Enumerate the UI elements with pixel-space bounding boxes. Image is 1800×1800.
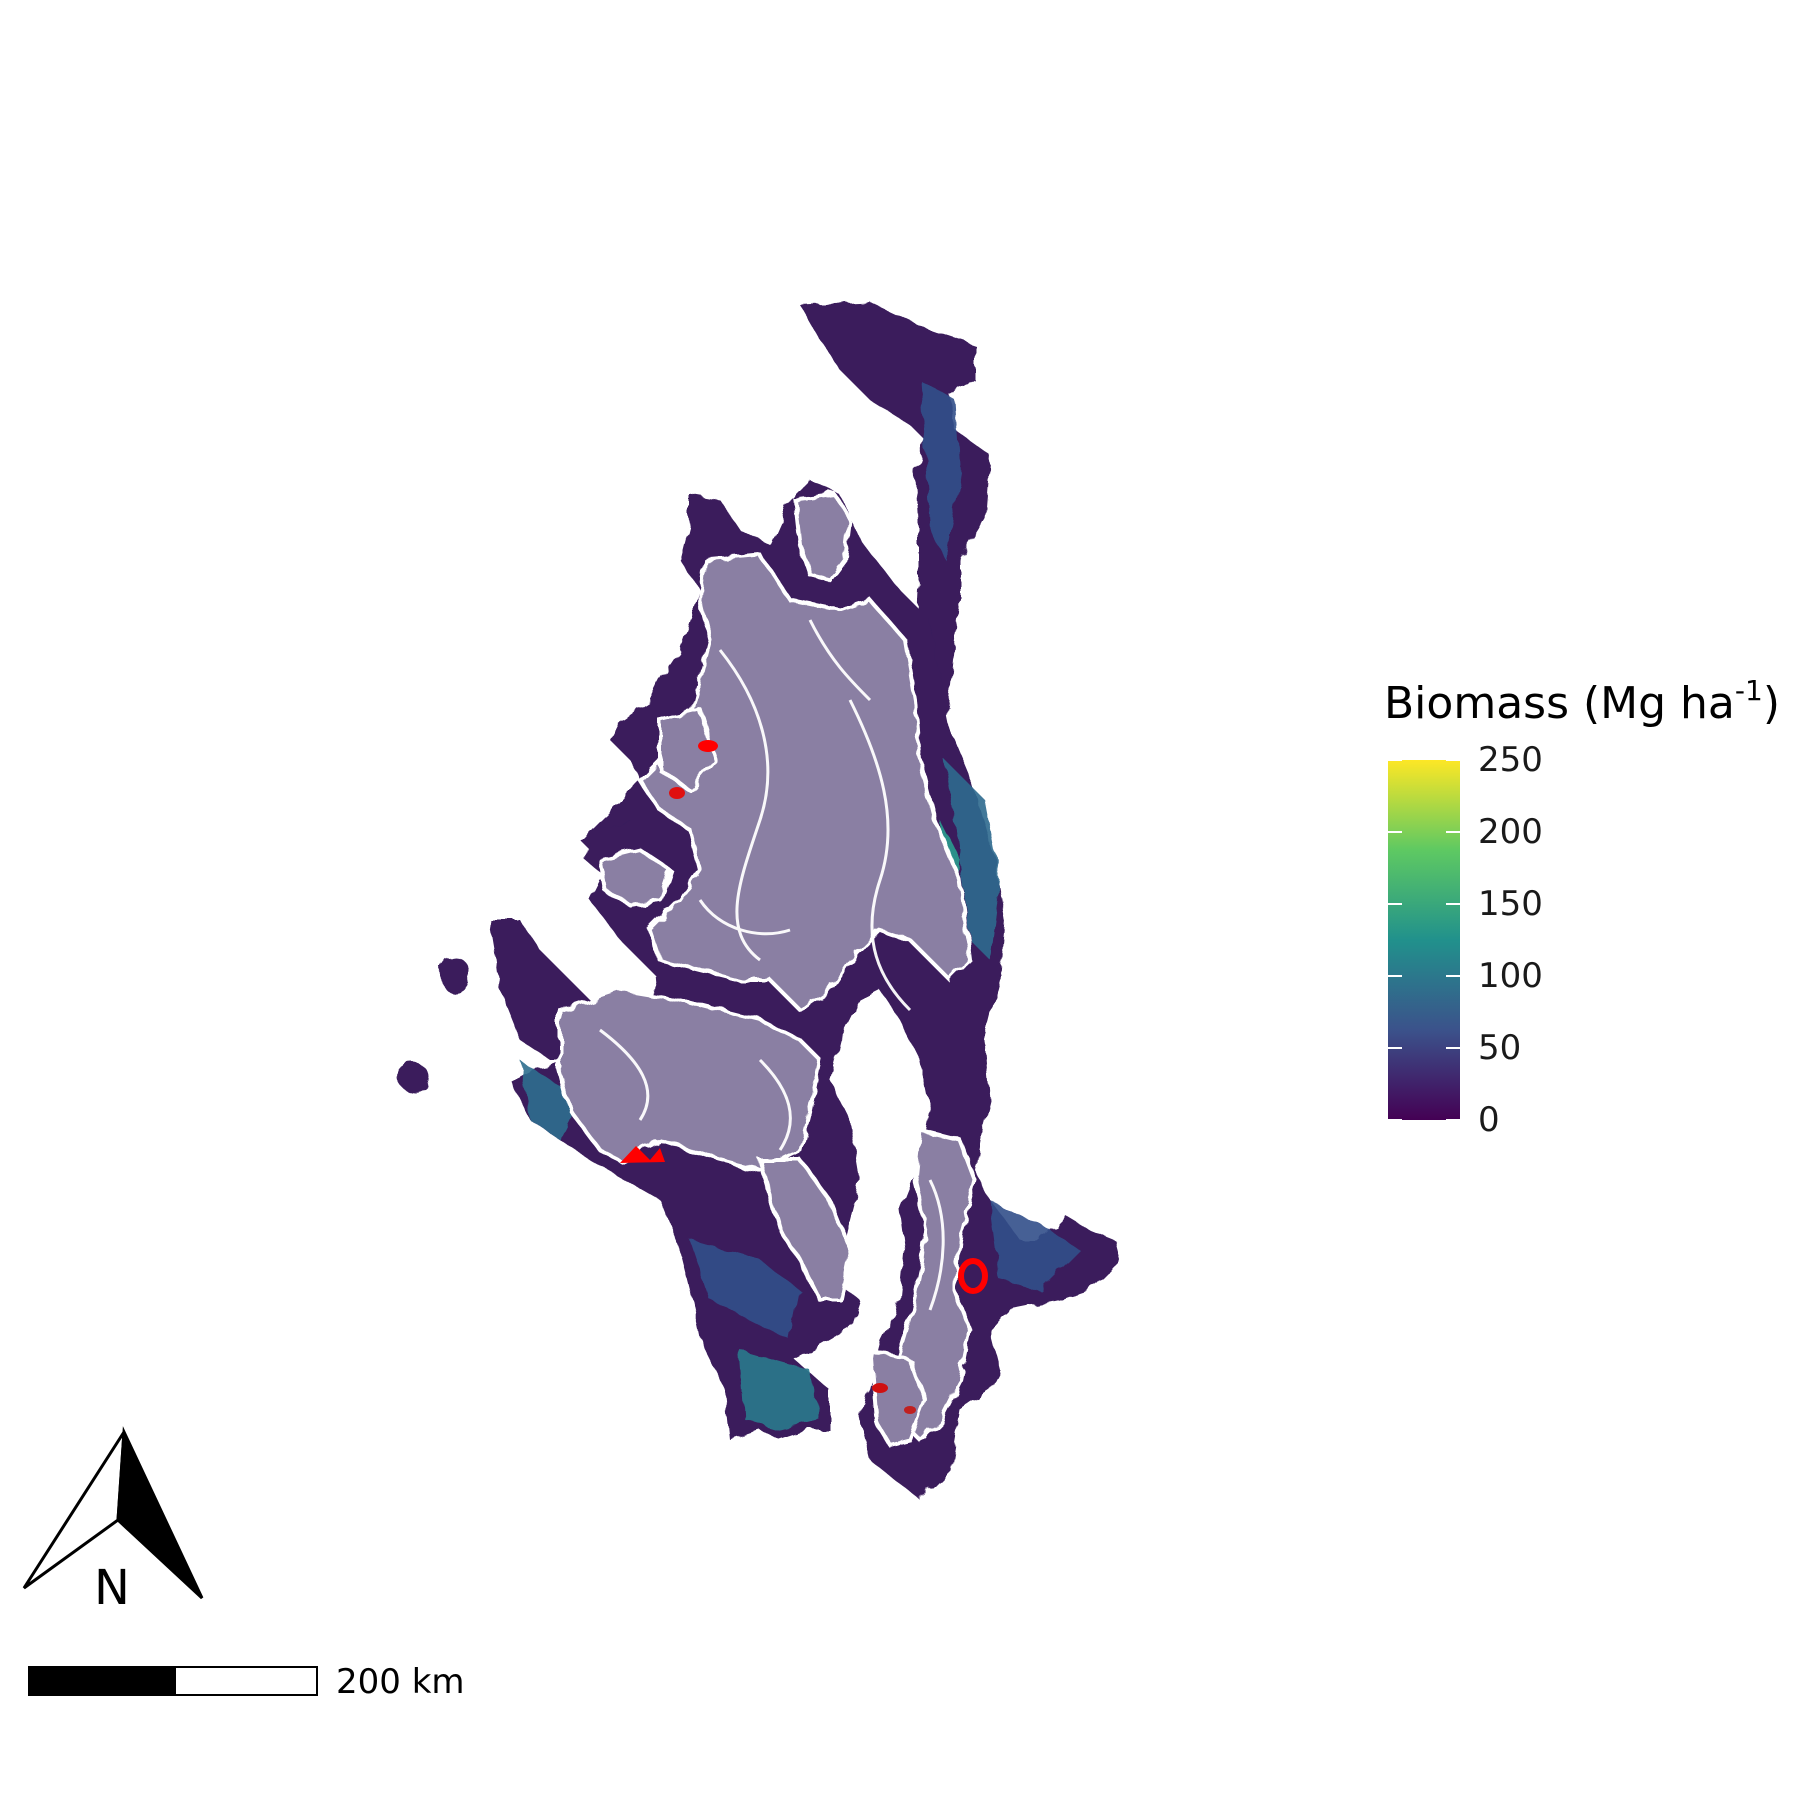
legend-tick-label: 50 bbox=[1478, 1028, 1522, 1068]
highlight-spot bbox=[620, 1146, 665, 1163]
highlight-spots bbox=[620, 740, 988, 1414]
legend-title-sup: -1 bbox=[1734, 674, 1763, 707]
highlight-spot bbox=[698, 740, 718, 752]
protected-west bbox=[597, 847, 673, 908]
legend-title-end: ) bbox=[1762, 678, 1780, 729]
protected-southeast bbox=[892, 1127, 978, 1443]
legend-title: Biomass (Mg ha-1) bbox=[1384, 677, 1780, 730]
protected-central bbox=[637, 552, 973, 1013]
colorbar-gradient bbox=[1388, 760, 1460, 1120]
scale-bar-white bbox=[174, 1666, 318, 1696]
scale-bar-label: 200 km bbox=[336, 1662, 465, 1702]
island-west-2 bbox=[397, 1063, 429, 1091]
legend-colorbar bbox=[1388, 759, 1460, 1121]
protected-northwest bbox=[658, 707, 718, 793]
contour-lines bbox=[599, 619, 945, 1311]
legend-tick-label: 0 bbox=[1478, 1100, 1500, 1140]
colorbar-ticks bbox=[1388, 759, 1460, 1121]
north-arrow-label: N bbox=[94, 1560, 130, 1616]
legend-title-main: Biomass (Mg ha bbox=[1384, 678, 1735, 729]
mid-biomass-areas bbox=[520, 380, 1080, 1430]
protected-north bbox=[792, 492, 853, 583]
scale-bar bbox=[28, 1666, 318, 1696]
protected-south-central bbox=[757, 1158, 853, 1302]
island-west-1 bbox=[440, 957, 470, 993]
protected-far-south bbox=[867, 1347, 928, 1448]
legend-tick-label: 100 bbox=[1478, 956, 1543, 996]
legend-tick-label: 150 bbox=[1478, 884, 1543, 924]
highlight-spot bbox=[958, 1258, 988, 1294]
legend-tick-label: 200 bbox=[1478, 812, 1543, 852]
north-arrow bbox=[22, 1426, 204, 1600]
scale-bar-black bbox=[28, 1666, 176, 1696]
highlight-spot bbox=[669, 787, 685, 799]
highlight-spot bbox=[872, 1383, 888, 1393]
highlight-spot bbox=[904, 1406, 916, 1414]
north-arrow-right-half bbox=[116, 1426, 204, 1600]
protected-areas bbox=[558, 492, 978, 1448]
legend-tick-label: 250 bbox=[1478, 740, 1543, 780]
